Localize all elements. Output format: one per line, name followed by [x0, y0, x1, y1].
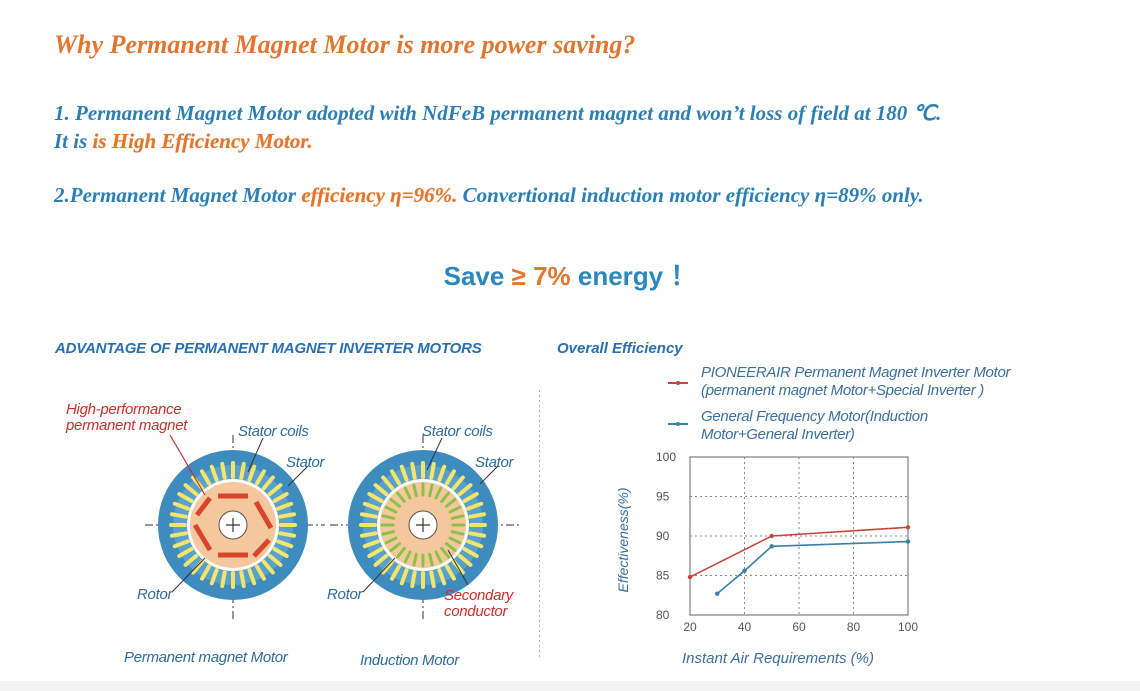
x-tick-label: 100: [898, 620, 918, 634]
point-1-line-1: 1. Permanent Magnet Motor adopted with N…: [54, 101, 942, 125]
series-point-1: [742, 568, 747, 573]
legend-swatches: [668, 381, 688, 426]
diagram-title: ADVANTAGE OF PERMANENT MAGNET INVERTER M…: [55, 340, 482, 357]
series-point-1: [769, 544, 774, 549]
pm-stator-coils-label: Stator coils: [238, 423, 309, 440]
x-axis-label: Instant Air Requirements (%): [682, 650, 874, 667]
y-tick-label: 85: [656, 569, 670, 583]
magnet-label-line-1: High-performance: [66, 401, 182, 418]
save-prefix: Save: [443, 261, 512, 291]
pm-magnets: [192, 493, 274, 558]
induction-stator-coils: [359, 461, 487, 589]
magnet-label-line-2: permanent magnet: [66, 417, 188, 434]
conductor-label-line-2: conductor: [444, 603, 508, 620]
magnet-label: High-performance permanent magnet: [66, 402, 187, 434]
series-point-1: [905, 539, 911, 544]
x-tick-label: 80: [847, 620, 861, 634]
point-2-prefix: 2.Permanent Magnet Motor: [54, 183, 302, 207]
series-point-0: [769, 533, 774, 539]
motor-diagrams: [145, 390, 540, 660]
bottom-strip: [0, 681, 1140, 691]
series-point-0: [905, 525, 911, 530]
legend-item-general: General Frequency Motor(Induction Motor+G…: [701, 408, 928, 444]
chart-grid: [689, 456, 909, 616]
y-tick-label: 95: [656, 490, 670, 504]
y-tick-label: 100: [656, 450, 676, 464]
page-title: Why Permanent Magnet Motor is more power…: [54, 30, 636, 59]
conductor-label-line-1: Secondary: [444, 587, 514, 604]
pm-rotor-label: Rotor: [137, 586, 173, 603]
legend-item-pm: PIONEERAIR Permanent Magnet Inverter Mot…: [701, 364, 1011, 400]
save-suffix: energy ！: [570, 261, 697, 291]
point-2-highlight: efficiency η=96%.: [301, 183, 458, 207]
pm-stator-label: Stator: [286, 454, 325, 471]
y-axis-label: Effectiveness(%): [615, 487, 631, 592]
pm-stator-coils: [169, 461, 297, 589]
chart-title: Overall Efficiency: [557, 340, 683, 357]
point-1-highlight: is High Efficiency Motor.: [92, 129, 313, 153]
x-tick-label: 60: [792, 620, 806, 634]
legend-general-line-2: Motor+General Inverter): [701, 426, 855, 443]
save-energy-headline: Save ≥ 7% energy ！: [0, 256, 1140, 293]
legend-general-line-1: General Frequency Motor(Induction: [701, 408, 928, 425]
chart-series: [687, 525, 911, 596]
legend-pm-line-2: (permanent magnet Motor+Special Inverter…: [701, 382, 984, 399]
conductor-label: Secondary conductor: [444, 588, 513, 620]
leader-lines: [169, 434, 206, 496]
im-motor-caption: Induction Motor: [360, 652, 459, 669]
point-2-suffix: Convertional induction motor efficiency …: [457, 183, 924, 207]
series-line-1: [716, 540, 909, 595]
series-point-1: [715, 591, 720, 596]
chart-ticks: 100 95 90 85 80 20 40 60 80 100: [656, 450, 918, 634]
x-tick-label: 40: [738, 620, 752, 634]
im-stator-coils-label: Stator coils: [422, 423, 493, 440]
pm-motor-drawing: [145, 435, 325, 620]
point-2: 2.Permanent Magnet Motor efficiency η=96…: [54, 183, 924, 208]
y-tick-label: 90: [656, 529, 670, 543]
point-1-line-2: It is is High Efficiency Motor.: [54, 129, 313, 154]
induction-motor-drawing: [330, 435, 520, 620]
legend-pm-line-1: PIONEERAIR Permanent Magnet Inverter Mot…: [701, 364, 1011, 381]
pm-motor-caption: Permanent magnet Motor: [124, 649, 288, 666]
x-tick-label: 20: [683, 620, 697, 634]
point-1-prefix: It is: [54, 129, 93, 153]
y-tick-label: 80: [656, 608, 670, 622]
im-stator-label: Stator: [475, 454, 514, 471]
series-point-0: [687, 574, 693, 580]
secondary-conductor-bars: [380, 482, 466, 568]
im-rotor-label: Rotor: [327, 586, 363, 603]
save-value: ≥ 7%: [511, 261, 571, 291]
